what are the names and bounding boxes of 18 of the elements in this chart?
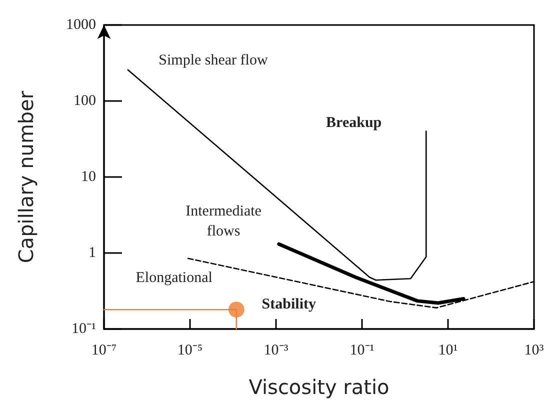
y-tick-label: 10 <box>81 169 96 185</box>
annotation: Stability <box>262 296 316 313</box>
annotation: Simple shear flow <box>158 52 268 69</box>
y-tick-label: 1 <box>88 245 96 261</box>
x-tick-label: 10⁻³ <box>264 342 289 358</box>
annotation: Elongational <box>136 270 212 286</box>
annotation: Intermediate flows <box>186 203 262 240</box>
x-tick-label: 10³ <box>524 342 544 358</box>
y-tick-label: 1000 <box>66 17 96 33</box>
annotation: Breakup <box>326 115 382 132</box>
y-tick-label: 10⁻¹ <box>72 321 96 337</box>
y-tick-label: 100 <box>74 93 96 109</box>
y-axis-title: Capillary number <box>14 90 38 264</box>
x-tick-label: 10⁻⁷ <box>91 342 117 358</box>
x-tick-label: 10¹ <box>438 342 458 358</box>
x-tick-label: 10⁻⁵ <box>177 342 203 358</box>
x-axis-title: Viscosity ratio <box>248 375 390 399</box>
x-tick-label: 10⁻¹ <box>350 342 374 358</box>
